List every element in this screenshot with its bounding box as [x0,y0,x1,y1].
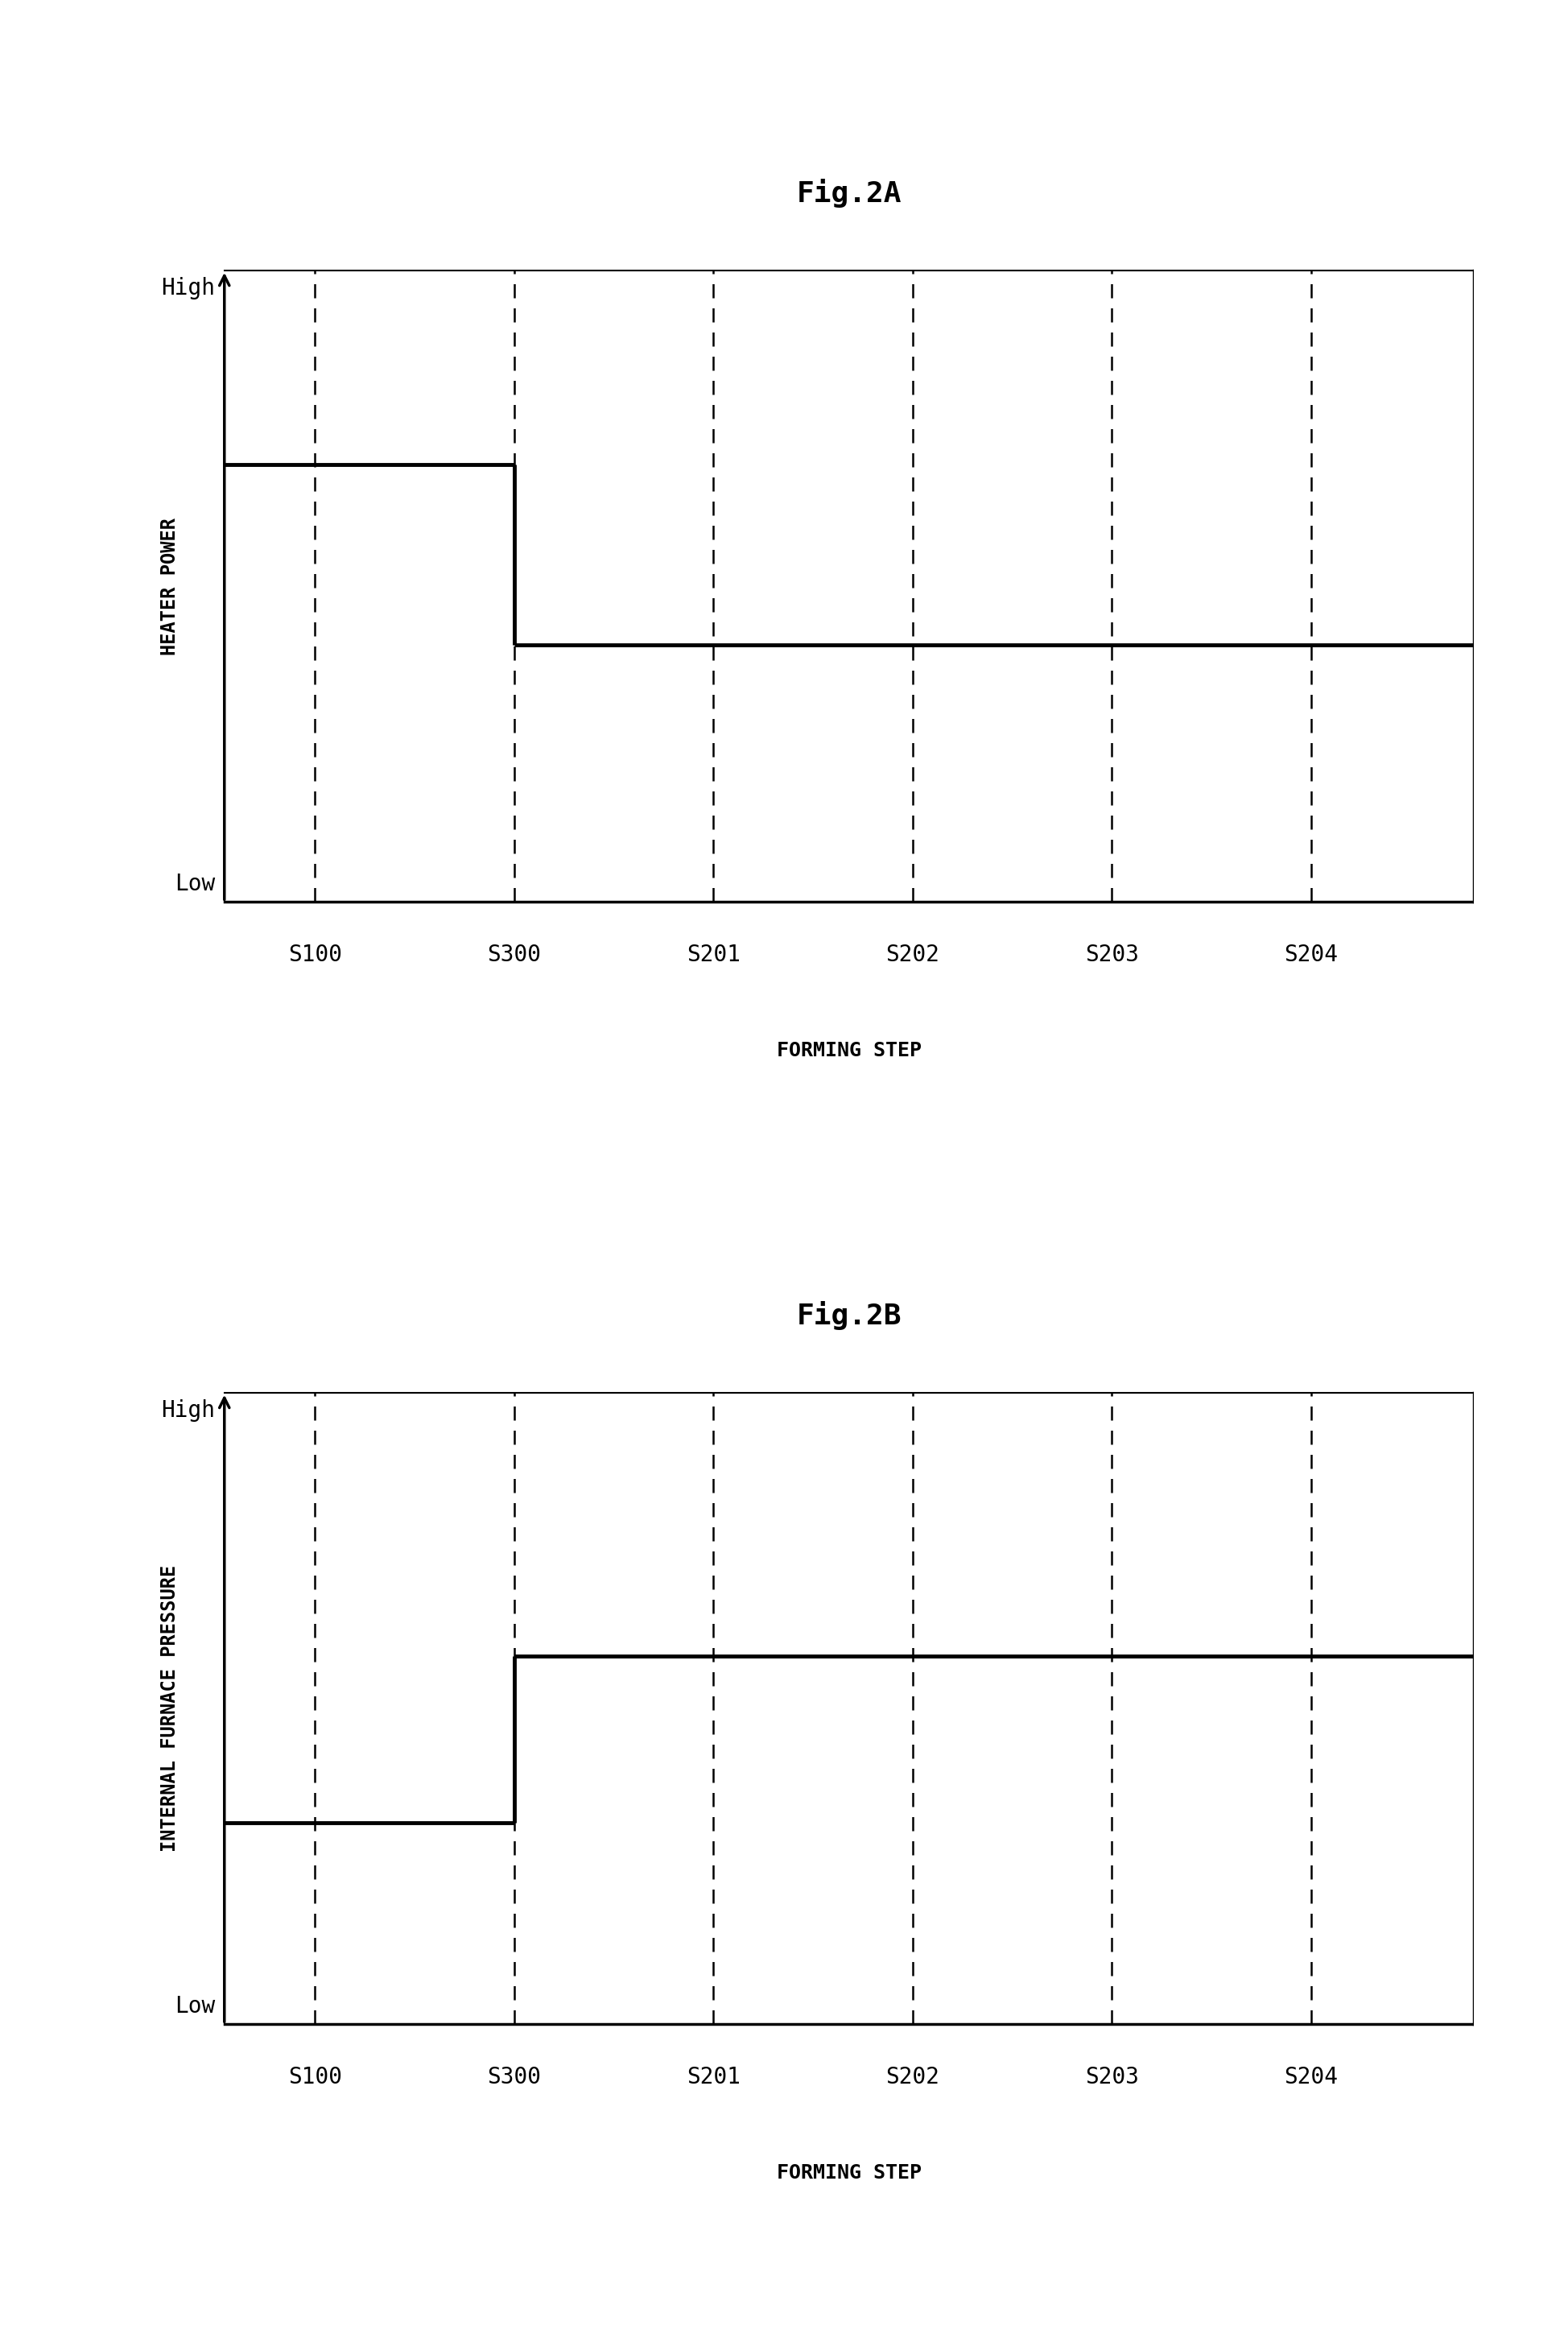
Text: FORMING STEP: FORMING STEP [776,2163,922,2181]
Text: S201: S201 [687,2067,740,2088]
Text: S204: S204 [1284,945,1338,966]
Text: Low: Low [176,872,215,895]
Text: S204: S204 [1284,2067,1338,2088]
Text: S202: S202 [886,2067,939,2088]
Text: High: High [162,1400,215,1422]
Text: High: High [162,278,215,299]
Text: Low: Low [176,1994,215,2018]
Text: HEATER POWER: HEATER POWER [160,517,180,655]
Text: S300: S300 [488,945,541,966]
Text: S300: S300 [488,2067,541,2088]
Text: INTERNAL FURNACE PRESSURE: INTERNAL FURNACE PRESSURE [160,1564,180,1852]
Text: Fig.2A: Fig.2A [797,180,902,208]
Text: S100: S100 [289,945,342,966]
Text: S100: S100 [289,2067,342,2088]
Text: S203: S203 [1085,945,1138,966]
Text: FORMING STEP: FORMING STEP [776,1040,922,1059]
Text: S203: S203 [1085,2067,1138,2088]
Text: S201: S201 [687,945,740,966]
Text: S202: S202 [886,945,939,966]
Text: Fig.2B: Fig.2B [797,1302,902,1330]
